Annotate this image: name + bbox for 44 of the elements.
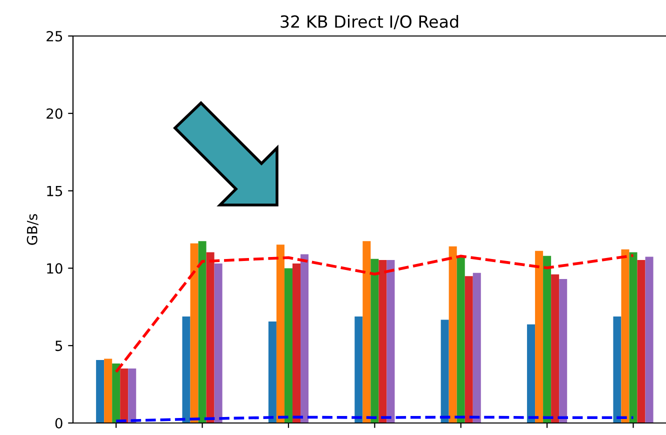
y-tick-label: 10 bbox=[47, 263, 62, 274]
bar bbox=[629, 252, 638, 423]
bar bbox=[535, 250, 544, 423]
bar bbox=[128, 368, 136, 423]
y-axis-title: GB/s bbox=[26, 214, 38, 245]
bar bbox=[472, 272, 481, 423]
bar bbox=[292, 264, 301, 423]
bar bbox=[206, 252, 214, 423]
bar bbox=[370, 258, 379, 423]
bar bbox=[96, 360, 104, 423]
y-tick-label: 20 bbox=[46, 108, 62, 119]
bar bbox=[559, 279, 568, 423]
bar bbox=[613, 316, 622, 423]
bar bbox=[448, 246, 457, 423]
bar bbox=[120, 368, 128, 423]
bar bbox=[551, 274, 560, 423]
bar bbox=[464, 276, 473, 423]
bar bbox=[300, 254, 309, 423]
bar bbox=[182, 316, 190, 423]
bar bbox=[112, 364, 120, 423]
y-tick-label: 25 bbox=[46, 30, 62, 42]
bar bbox=[276, 244, 284, 423]
chart-title: 32 KB Direct I/O Read bbox=[280, 15, 458, 30]
bar bbox=[284, 268, 292, 423]
y-tick-label: 15 bbox=[47, 186, 62, 196]
line-series bbox=[114, 254, 635, 374]
bar bbox=[198, 241, 206, 423]
bar bbox=[378, 260, 387, 423]
y-tick-label: 0 bbox=[55, 418, 62, 428]
bar bbox=[440, 320, 449, 423]
bar bbox=[543, 256, 552, 423]
bar bbox=[386, 260, 395, 423]
bar bbox=[214, 264, 222, 423]
bar bbox=[104, 358, 112, 423]
bar bbox=[621, 249, 630, 423]
bar bbox=[362, 241, 371, 423]
bar bbox=[456, 256, 465, 423]
bar bbox=[268, 321, 276, 423]
bar bbox=[527, 324, 536, 423]
bar bbox=[645, 256, 654, 423]
bar bbox=[637, 260, 646, 423]
bar bbox=[354, 316, 363, 423]
y-tick-label: 5 bbox=[56, 340, 62, 352]
bar bbox=[190, 243, 198, 423]
